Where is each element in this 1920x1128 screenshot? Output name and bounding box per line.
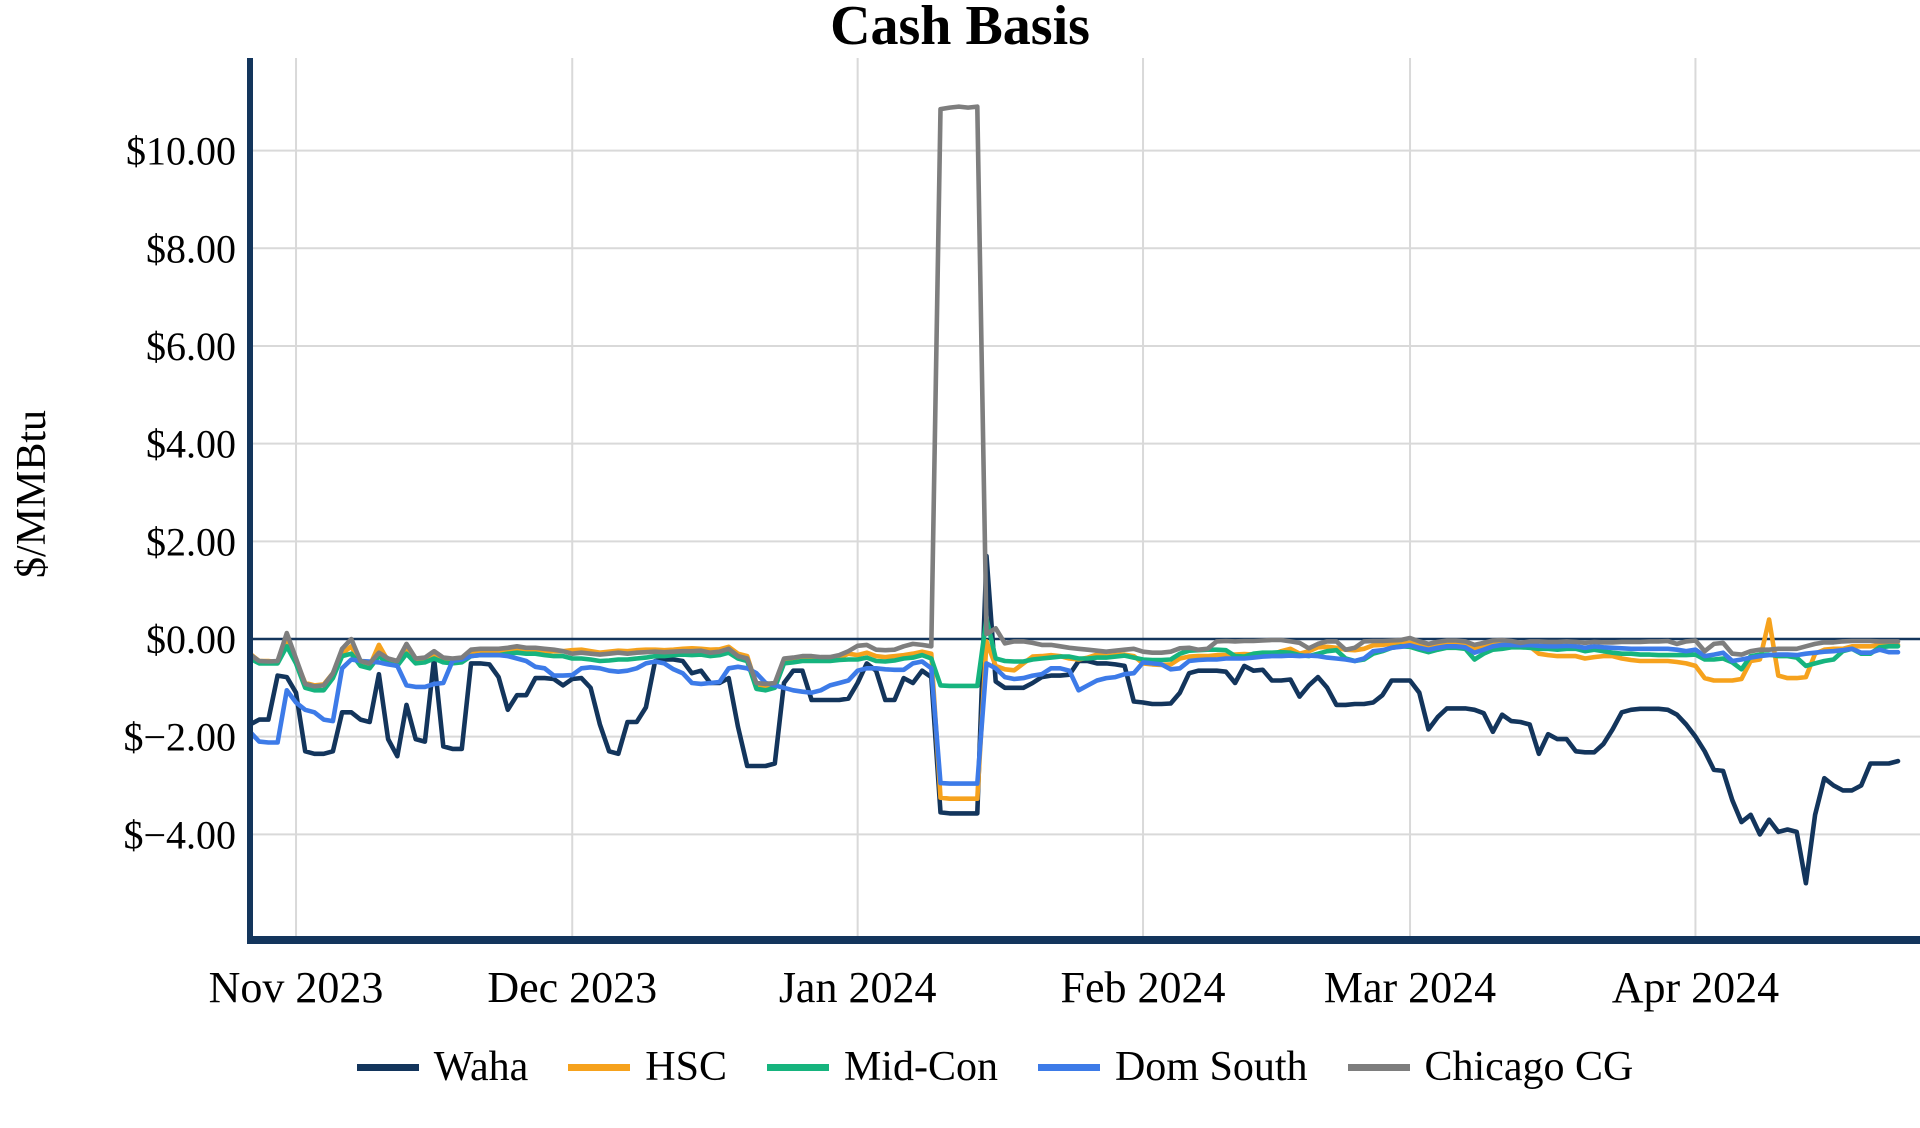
legend-label: Mid-Con [843, 1044, 998, 1090]
legend-swatch-waha [356, 1063, 419, 1071]
x-tick-label: Mar 2024 [1324, 963, 1496, 1012]
legend-swatch-mid-con [766, 1063, 829, 1071]
legend-item-mid-con: Mid-Con [766, 1044, 998, 1090]
y-tick-label: $0.00 [146, 617, 236, 662]
y-tick-label: $4.00 [146, 422, 236, 467]
legend-label: Chicago CG [1424, 1044, 1634, 1090]
legend-item-hsc: HSC [568, 1046, 727, 1088]
series-line-chicago-cg [247, 104, 1901, 689]
legend-item-dom-south: Dom South [1037, 1044, 1308, 1090]
y-tick-label: $2.00 [146, 519, 236, 564]
legend-label: Waha [433, 1044, 529, 1090]
x-tick-label: Apr 2024 [1612, 963, 1779, 1012]
x-tick-label: Feb 2024 [1061, 963, 1226, 1012]
y-tick-label: $10.00 [126, 129, 236, 174]
legend-item-waha: Waha [356, 1044, 529, 1090]
y-tick-label: $8.00 [146, 226, 236, 271]
series-line-dom-south [247, 642, 1901, 786]
legend-label: HSC [645, 1044, 727, 1090]
x-tick-label: Jan 2024 [779, 963, 937, 1012]
legend: Waha HSC Mid-Con Dom South Chicago CG [0, 1046, 1920, 1088]
legend-swatch-chicago-cg [1347, 1063, 1410, 1071]
x-tick-label: Nov 2023 [209, 963, 384, 1012]
y-tick-label: $−2.00 [123, 715, 236, 760]
y-tick-label: $6.00 [146, 324, 236, 369]
legend-swatch-dom-south [1037, 1063, 1100, 1071]
y-tick-label: $−4.00 [123, 812, 236, 857]
series-line-mid-con [247, 616, 1901, 693]
legend-swatch-hsc [568, 1063, 631, 1071]
series-line-waha [247, 553, 1901, 886]
legend-label: Dom South [1114, 1044, 1308, 1090]
chart-title: Cash Basis [830, 0, 1090, 57]
legend-item-chicago-cg: Chicago CG [1347, 1044, 1634, 1090]
x-tick-label: Dec 2023 [487, 963, 657, 1012]
